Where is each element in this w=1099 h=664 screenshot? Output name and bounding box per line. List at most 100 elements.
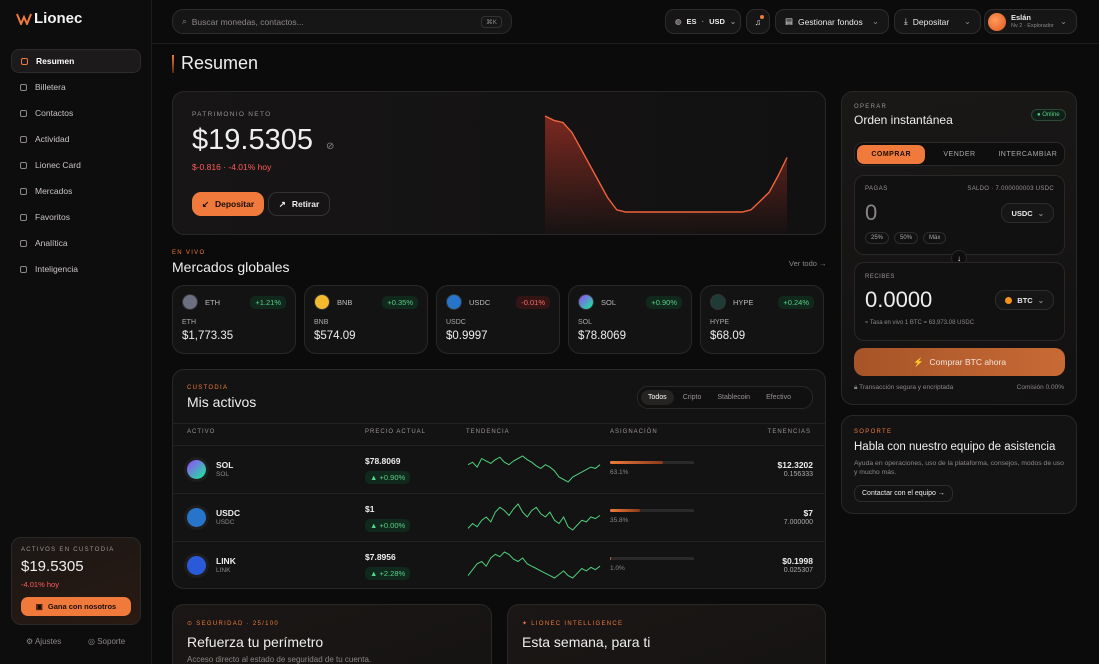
nav-item[interactable]: Actividad bbox=[11, 127, 141, 151]
deposit-menu[interactable]: ⤓ Depositar ⌄ bbox=[894, 9, 981, 34]
contact-button[interactable]: Contactar con el equipo → bbox=[854, 485, 953, 502]
filter-tab[interactable]: Stablecoin bbox=[717, 394, 751, 401]
trend-line bbox=[467, 503, 601, 531]
receive-amount: 0.0000 bbox=[865, 287, 933, 312]
receive-box: RECIBES 0.0000 BTC ⌄ ≈ Tasa en vivo 1 BTC… bbox=[854, 262, 1065, 341]
coin-icon bbox=[187, 556, 206, 575]
amount-chip[interactable]: 50% bbox=[894, 232, 919, 244]
filter-tab[interactable]: Todos bbox=[641, 390, 674, 405]
asset-row[interactable]: SOL SOL $78.8069 ▲ +0.90% 63.1% $12.3202 0.156… bbox=[173, 445, 825, 493]
hide-balance-icon[interactable]: ⊘ bbox=[326, 141, 335, 152]
buy-button[interactable]: ⚡ Comprar BTC ahora bbox=[854, 348, 1065, 376]
chevron: ⌄ bbox=[871, 16, 879, 26]
manage-funds[interactable]: ▤ Gestionar fondos ⌄ bbox=[775, 9, 889, 34]
deposit-button[interactable]: ↙ Depositar bbox=[192, 192, 264, 216]
trend-chart bbox=[467, 551, 601, 579]
filter-tab[interactable]: Efectivo bbox=[766, 394, 791, 401]
withdraw-button[interactable]: ↗ Retirar bbox=[268, 192, 330, 216]
user-level: Nv 2 · Explorador bbox=[1011, 22, 1054, 29]
market-card[interactable]: USDC -0.01% USDC $0.9997 bbox=[436, 285, 560, 354]
nav-item[interactable]: Analítica bbox=[11, 231, 141, 255]
secure-note: 🔒︎ Transacción segura y encriptada bbox=[854, 384, 954, 391]
net-worth-sparkline bbox=[544, 115, 788, 234]
asset-price: $78.8069 bbox=[365, 456, 401, 466]
trade-tabs: COMPRAR VENDER INTERCAMBIAR bbox=[854, 142, 1065, 166]
language: ES bbox=[686, 17, 697, 26]
market-card[interactable]: SOL +0.90% SOL $78.8069 bbox=[568, 285, 692, 354]
allocation-label: 63.1% bbox=[610, 469, 629, 476]
chevron: ⌄ bbox=[963, 16, 971, 26]
nav-icon bbox=[20, 239, 27, 247]
support-card: SOPORTE Habla con nuestro equipo de asis… bbox=[841, 415, 1077, 514]
trade-tab[interactable]: COMPRAR bbox=[857, 144, 926, 164]
amount-chip[interactable]: 25% bbox=[865, 232, 890, 244]
market-name: BNB bbox=[314, 319, 329, 326]
nav-item[interactable]: Billetera bbox=[11, 75, 141, 99]
security-text: Acceso directo al estado de seguridad de… bbox=[187, 655, 372, 664]
chevron: ⌄ bbox=[1037, 208, 1044, 218]
user-menu[interactable]: Eslán Nv 2 · Explorador ⌄ bbox=[984, 9, 1077, 34]
buy-button-text: Comprar BTC ahora bbox=[929, 357, 1007, 367]
filter-tab[interactable]: Cripto bbox=[682, 394, 702, 401]
receive-token[interactable]: BTC ⌄ bbox=[995, 290, 1054, 310]
net-worth-change: $-0.816 · -4.01% hoy bbox=[192, 162, 272, 172]
pay-token-text: USDC bbox=[1011, 208, 1033, 218]
support-link[interactable]: ◎ Soporte bbox=[88, 637, 126, 646]
trade-tab[interactable]: VENDER bbox=[943, 150, 976, 158]
nav-item[interactable]: Contactos bbox=[11, 101, 141, 125]
nav-icon bbox=[20, 187, 27, 195]
assets-title: Mis activos bbox=[187, 394, 257, 410]
trend-chart bbox=[467, 455, 601, 483]
pay-token[interactable]: USDC ⌄ bbox=[1001, 203, 1054, 223]
allocation-track bbox=[610, 557, 694, 560]
column-header: ACTIVO bbox=[187, 429, 216, 435]
nav-item[interactable]: Lionec Card bbox=[11, 153, 141, 177]
user-info: Eslán Nv 2 · Explorador bbox=[1011, 14, 1054, 29]
locale-selector[interactable]: ◍ ES · USD ⌄ bbox=[665, 9, 741, 34]
nav-label: Contactos bbox=[35, 108, 74, 118]
coin-icon bbox=[578, 294, 594, 310]
avatar bbox=[988, 12, 1006, 31]
nav-item[interactable]: Favoritos bbox=[11, 205, 141, 229]
chevron: ⌄ bbox=[1037, 295, 1044, 305]
asset-symbol: SOL bbox=[216, 460, 234, 470]
amount-chip[interactable]: Máx bbox=[923, 232, 947, 244]
earn-button[interactable]: ▣ Gana con nosotros bbox=[21, 597, 131, 616]
withdraw-icon: ↗ bbox=[278, 198, 286, 209]
settings-link[interactable]: ⚙ Ajustes bbox=[26, 637, 62, 646]
settings-text: Ajustes bbox=[34, 637, 62, 646]
asset-change: ▲ +2.28% bbox=[365, 567, 411, 580]
nav-label: Favoritos bbox=[35, 212, 70, 222]
market-card[interactable]: BNB +0.35% BNB $574.09 bbox=[304, 285, 428, 354]
nav-item[interactable]: Mercados bbox=[11, 179, 141, 203]
coin-icon bbox=[187, 460, 206, 479]
earn-button-text: Gana con nosotros bbox=[47, 602, 117, 611]
allocation-bar bbox=[610, 509, 641, 512]
asset-filters: Todos Cripto Stablecoin Efectivo bbox=[637, 386, 813, 409]
market-card[interactable]: HYPE +0.24% HYPE $68.09 bbox=[700, 285, 824, 354]
trade-title: Orden instantánea bbox=[854, 113, 953, 127]
page-title: Resumen bbox=[181, 53, 259, 73]
custody-change: -4.01% hoy bbox=[21, 580, 59, 589]
nav-icon bbox=[20, 135, 27, 143]
see-all-link[interactable]: Ver todo → bbox=[789, 259, 827, 268]
allocation-bar bbox=[610, 461, 663, 464]
asset-row[interactable]: LINK LINK $7.8956 ▲ +2.28% 1.0% $0.1998 0.0253… bbox=[173, 541, 825, 588]
custody-label: ACTIVOS EN CUSTODIA bbox=[21, 547, 115, 553]
column-header: ASIGNACIÓN bbox=[610, 429, 658, 435]
topbar bbox=[152, 0, 1099, 44]
support-title: Habla con nuestro equipo de asistencia bbox=[854, 441, 1056, 453]
nav-item[interactable]: Inteligencia bbox=[11, 257, 141, 281]
asset-row[interactable]: USDC USDC $1 ▲ +0.00% 35.8% $7 7.000000 bbox=[173, 493, 825, 541]
coin-icon bbox=[187, 508, 206, 527]
nav-item[interactable]: Resumen bbox=[11, 49, 141, 73]
notifications[interactable]: ♫ bbox=[746, 9, 770, 34]
bolt-icon: ⚡ bbox=[912, 356, 924, 367]
markets-title: Mercados globales bbox=[172, 259, 290, 275]
trade-tab[interactable]: INTERCAMBIAR bbox=[998, 150, 1058, 158]
nav-label: Analítica bbox=[35, 238, 68, 248]
receive-label: RECIBES bbox=[865, 274, 895, 280]
market-card[interactable]: ETH +1.21% ETH $1,773.35 bbox=[172, 285, 296, 354]
search-box[interactable]: ⌕ Buscar monedas, contactos... ⌘K bbox=[172, 9, 512, 34]
chevron: ⌄ bbox=[729, 17, 737, 26]
